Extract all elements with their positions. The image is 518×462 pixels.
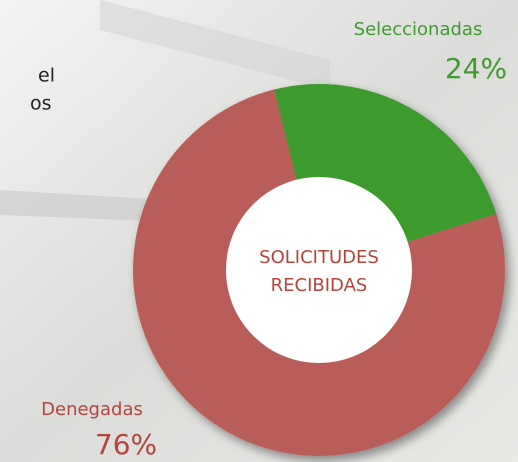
center-label: SOLICITUDES [259,247,379,268]
category-label: Denegadas [41,399,143,420]
side-text: os [30,93,52,115]
donut-hole [226,177,412,363]
value-label: 76% [95,428,157,461]
category-label: Seleccionadas [354,19,483,40]
center-label: RECIBIDAS [271,275,368,296]
chart: el os SOLICITUDES RECIBIDAS Seleccionada… [0,0,518,462]
value-label: 24% [445,52,507,85]
side-text: el [38,65,55,87]
